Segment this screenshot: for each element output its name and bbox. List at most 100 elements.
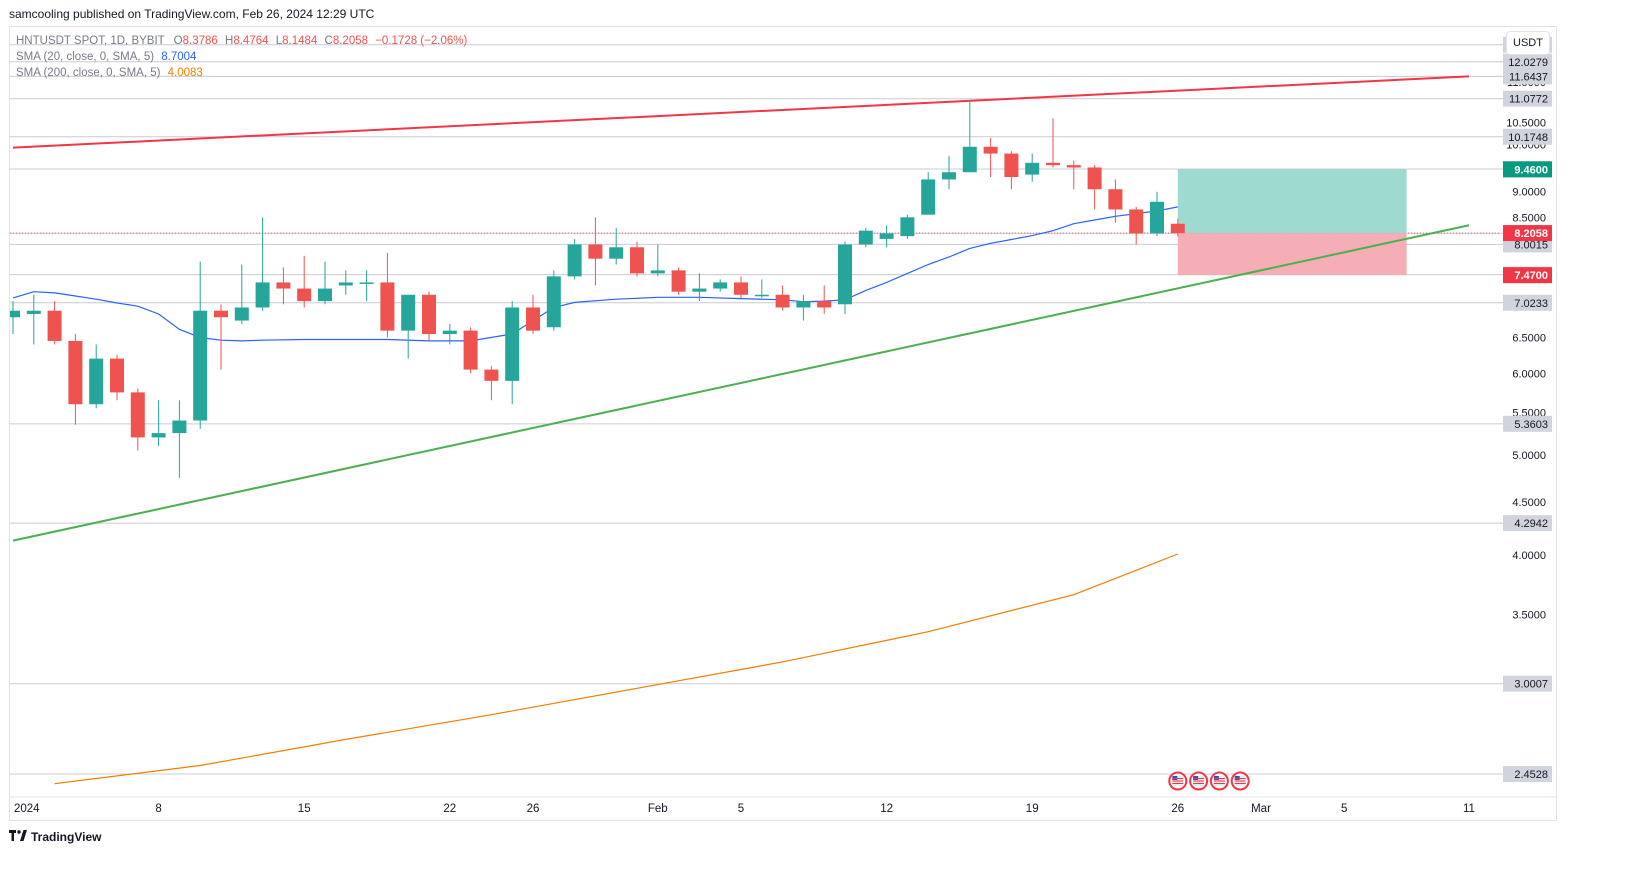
candle bbox=[172, 400, 187, 478]
price-axis-tick: 8.5000 bbox=[1512, 212, 1546, 224]
candle-body bbox=[359, 282, 374, 284]
candle bbox=[484, 365, 499, 401]
candle-body bbox=[484, 369, 499, 381]
price-axis-tick: 6.5000 bbox=[1512, 332, 1546, 344]
candle bbox=[817, 285, 832, 314]
time-axis-tick: Feb bbox=[648, 803, 668, 815]
price-line-label: 5.3603 bbox=[1503, 415, 1552, 432]
price-line-label-box bbox=[1503, 765, 1552, 782]
low-value: 8.1484 bbox=[282, 35, 318, 47]
candle bbox=[546, 270, 561, 331]
tradingview-logo[interactable]: TradingView bbox=[9, 829, 101, 844]
sma200-row[interactable]: SMA (200, close, 0, SMA, 5) 4.0083 bbox=[16, 65, 467, 81]
close-label: C bbox=[324, 35, 333, 47]
ohlc-row: HNTUSDT SPOT, 1D, BYBIT O8.3786 H8.4764 … bbox=[16, 33, 467, 49]
candle bbox=[338, 270, 353, 295]
candle bbox=[1129, 206, 1144, 245]
candle bbox=[297, 255, 312, 308]
candle-body bbox=[255, 282, 270, 308]
price-line-layer bbox=[10, 44, 1548, 775]
candle bbox=[442, 323, 457, 345]
price-line-label-box bbox=[1503, 68, 1552, 85]
candle-body bbox=[1025, 162, 1040, 175]
currency-button[interactable]: USDT bbox=[1506, 31, 1550, 55]
candle bbox=[754, 279, 769, 298]
time-axis-tick: 22 bbox=[443, 803, 456, 815]
candle bbox=[796, 294, 811, 321]
candle bbox=[526, 294, 540, 335]
candle-body bbox=[671, 270, 686, 292]
candle bbox=[1087, 165, 1102, 210]
candle bbox=[713, 279, 728, 292]
candle bbox=[900, 214, 915, 239]
candle bbox=[1004, 151, 1019, 190]
candle-body bbox=[172, 420, 187, 434]
highlight-price-label: 9.4600 bbox=[1503, 161, 1552, 178]
tradingview-logo-icon bbox=[9, 829, 27, 844]
event-markers[interactable] bbox=[1168, 771, 1250, 791]
time-axis-tick: 19 bbox=[1026, 803, 1039, 815]
candle-body bbox=[900, 217, 915, 237]
candle-body bbox=[1129, 209, 1144, 234]
price-line-label-box bbox=[1503, 128, 1552, 145]
candle bbox=[1108, 179, 1123, 223]
sma200-line bbox=[54, 553, 1179, 785]
price-line-label-text: 2.4528 bbox=[1514, 769, 1548, 781]
candle bbox=[1150, 191, 1164, 237]
candle-body bbox=[422, 294, 436, 335]
candle-body bbox=[89, 358, 104, 405]
candle-body bbox=[47, 310, 62, 341]
sma20-label: SMA (20, close, 0, SMA, 5) bbox=[16, 51, 155, 63]
candle bbox=[359, 270, 374, 302]
candle-body bbox=[588, 244, 603, 259]
candle bbox=[276, 267, 291, 305]
candle bbox=[650, 244, 665, 277]
price-axis-tick: 6.0000 bbox=[1512, 368, 1546, 380]
price-line-label: 12.0279 bbox=[1503, 53, 1552, 70]
candle bbox=[47, 301, 62, 345]
candle-body bbox=[193, 310, 208, 421]
symbol-label[interactable]: HNTUSDT SPOT, 1D, BYBIT bbox=[16, 35, 165, 47]
candle bbox=[255, 217, 270, 311]
candle-body bbox=[151, 433, 166, 438]
price-axis-tick: 9.0000 bbox=[1512, 187, 1546, 199]
sma200-value: 4.0083 bbox=[167, 67, 203, 79]
candle-body bbox=[526, 307, 540, 331]
price-line-label: 11.0772 bbox=[1503, 90, 1552, 107]
candle-body bbox=[338, 282, 353, 286]
candle-body bbox=[505, 307, 520, 381]
candle-body bbox=[858, 230, 873, 245]
candle-body bbox=[609, 247, 624, 259]
highlight-price-text: 7.4700 bbox=[1514, 270, 1548, 282]
low-label: L bbox=[275, 35, 283, 47]
price-line-label-text: 11.6437 bbox=[1509, 71, 1548, 83]
sma20-row[interactable]: SMA (20, close, 0, SMA, 5) 8.7004 bbox=[16, 49, 467, 65]
candle bbox=[775, 285, 790, 311]
candle-body bbox=[546, 276, 561, 328]
time-axis-tick: 2024 bbox=[14, 803, 40, 815]
candle-body bbox=[962, 146, 977, 173]
price-line-label: 10.1748 bbox=[1503, 128, 1552, 145]
time-axis-tick: 5 bbox=[738, 803, 744, 815]
highlight-price-box bbox=[1503, 225, 1552, 242]
candle-body bbox=[130, 392, 145, 438]
candle-body bbox=[276, 282, 291, 289]
candles-layer bbox=[10, 99, 1185, 478]
price-line-label-text: 4.2942 bbox=[1514, 518, 1548, 530]
price-axis-tick: 10.5000 bbox=[1506, 118, 1546, 130]
time-axis-tick: 12 bbox=[880, 803, 893, 815]
price-line-label-text: 10.1748 bbox=[1508, 132, 1548, 144]
price-line-label-box bbox=[1503, 294, 1552, 311]
candle bbox=[10, 301, 20, 335]
candle-body bbox=[796, 301, 811, 308]
price-line-label-text: 11.0772 bbox=[1509, 94, 1548, 106]
candle bbox=[1066, 160, 1081, 190]
candle-body bbox=[318, 288, 332, 302]
candle bbox=[234, 264, 249, 324]
candle bbox=[588, 217, 603, 286]
candle bbox=[318, 261, 332, 305]
event-marker-icon bbox=[1168, 771, 1188, 791]
candle bbox=[1170, 218, 1185, 237]
candle-body bbox=[1066, 165, 1081, 168]
